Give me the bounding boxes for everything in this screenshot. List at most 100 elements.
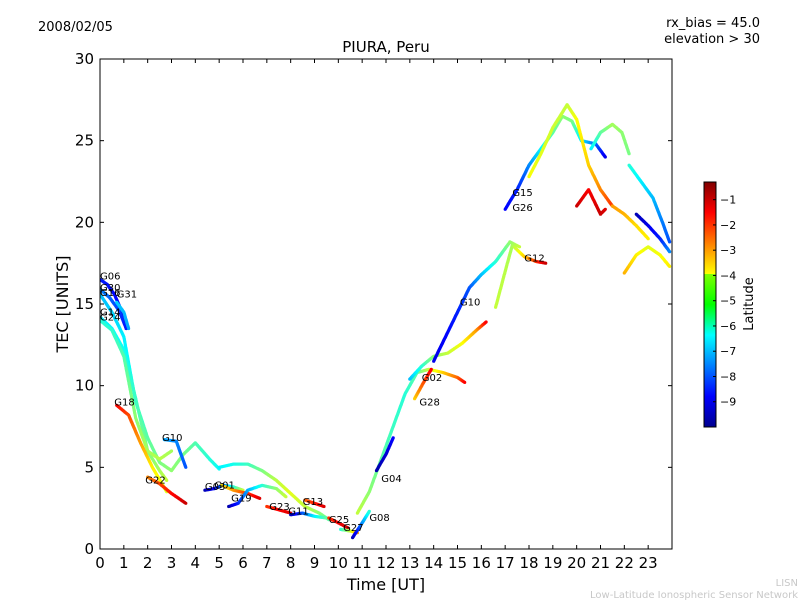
satellite-label-G08: G08 [369,513,389,524]
data-point [346,526,350,530]
colorbar-tick-label: −4 [720,269,736,282]
series-G30 [100,287,128,331]
data-point [184,465,188,469]
series-layer [100,103,672,540]
series-G09 [374,436,395,473]
satellite-label-G10: G10 [162,433,182,444]
x-tick-label: 13 [400,554,419,572]
data-point [603,207,607,211]
data-point [127,326,131,331]
watermark-short: LISN [776,578,798,589]
series-G33 [622,245,672,275]
series-G29 [589,122,631,156]
data-point [646,237,650,241]
series-G17 [634,212,672,254]
y-axis-label: TEC [UNITS] [53,256,72,354]
data-point [463,380,467,384]
x-tick-label: 10 [329,554,348,572]
data-point [627,152,631,156]
x-tick-label: 18 [519,554,538,572]
series-G07 [432,240,522,363]
y-tick-label: 0 [84,540,94,558]
satellite-label-G30: G30 [100,283,120,294]
x-tick-label: 21 [591,554,610,572]
series-G11 [289,511,328,520]
colorbar-tick-label: −3 [720,244,736,257]
satellite-label-G06: G06 [100,272,120,283]
satellite-label-G27: G27 [343,523,363,534]
x-tick-label: 9 [310,554,320,572]
series-G23 [265,504,293,515]
colorbar-tick-label: −7 [720,345,736,358]
x-tick-label: 7 [262,554,272,572]
satellite-label-G16: G16 [100,288,120,299]
satellite-label-G25: G25 [329,515,349,526]
colorbar-tick-label: −1 [720,194,736,207]
colorbar-tick-label: −5 [720,295,736,308]
x-tick-label: 11 [353,554,372,572]
series-G01 [220,483,262,500]
x-tick-label: 8 [286,554,296,572]
series-G20 [217,462,331,522]
series-G04 [355,367,467,515]
satellite-label-G23: G23 [269,502,289,513]
x-axis-ticks: 0 1 2 3 4 5 6 7 8 9 10 11 12 13 14 15 16 17 18 19 20 21 22 23 [95,59,658,572]
data-point [322,504,326,509]
colorbar-ticks: −9 −8 −7 −6 −5 −4 −3 −2 −1 [713,194,736,409]
y-tick-label: 30 [75,50,94,68]
satellite-labels: G06G30G16G31G14G24G18G10G22G03G01G19G23G… [100,188,545,534]
x-tick-label: 15 [448,554,467,572]
data-point [391,436,395,440]
y-tick-label: 10 [75,377,94,395]
colorbar-label: Latitude [742,277,757,331]
y-tick-label: 15 [75,295,94,313]
x-tick-label: 12 [376,554,395,572]
data-point [169,449,174,453]
series-G24 [100,318,174,461]
chart-title: PIURA, Peru [342,38,429,56]
data-point [184,501,188,505]
data-point [603,155,607,159]
y-axis-ticks: 0 5 10 15 20 25 30 [75,50,672,558]
x-tick-label: 14 [424,554,443,572]
satellite-label-G18: G18 [114,397,134,408]
satellite-label-G12: G12 [524,254,544,265]
satellite-label-G01: G01 [214,481,234,492]
data-point [429,367,433,371]
satellite-label-G26: G26 [512,203,532,214]
data-point [484,320,488,324]
series-G31 [115,300,131,331]
x-tick-label: 3 [167,554,177,572]
x-tick-label: 20 [567,554,586,572]
satellite-label-G03: G03 [205,482,225,493]
x-tick-label: 5 [214,554,224,572]
data-point [668,240,672,244]
data-point [517,245,522,249]
x-tick-label: 19 [543,554,562,572]
series-G10 [162,438,188,469]
x-axis-label: Time [UT] [346,575,425,594]
colorbar [703,181,717,428]
colorbar-tick-label: −9 [720,396,736,409]
data-point [284,495,288,499]
satellite-label-G02: G02 [422,373,442,384]
series-G19 [227,483,288,509]
x-tick-label: 16 [472,554,491,572]
data-point [668,264,672,268]
colorbar-tick-label: −6 [720,320,736,333]
x-tick-label: 2 [143,554,153,572]
data-point [165,478,169,482]
watermark-long: Low-Latitude Ionospheric Sensor Network [590,590,798,600]
colorbar-tick-label: −8 [720,370,736,383]
y-tick-label: 5 [84,458,94,476]
satellite-label-G24: G24 [100,312,120,323]
satellite-label-G19: G19 [231,494,251,505]
series-G21 [575,188,607,216]
series-G12 [494,243,548,309]
x-tick-label: 17 [496,554,515,572]
series-G32 [627,163,672,244]
satellite-label-G11: G11 [288,507,308,518]
x-tick-label: 23 [639,554,658,572]
satellite-label-G04: G04 [381,474,401,485]
data-point [324,516,328,520]
